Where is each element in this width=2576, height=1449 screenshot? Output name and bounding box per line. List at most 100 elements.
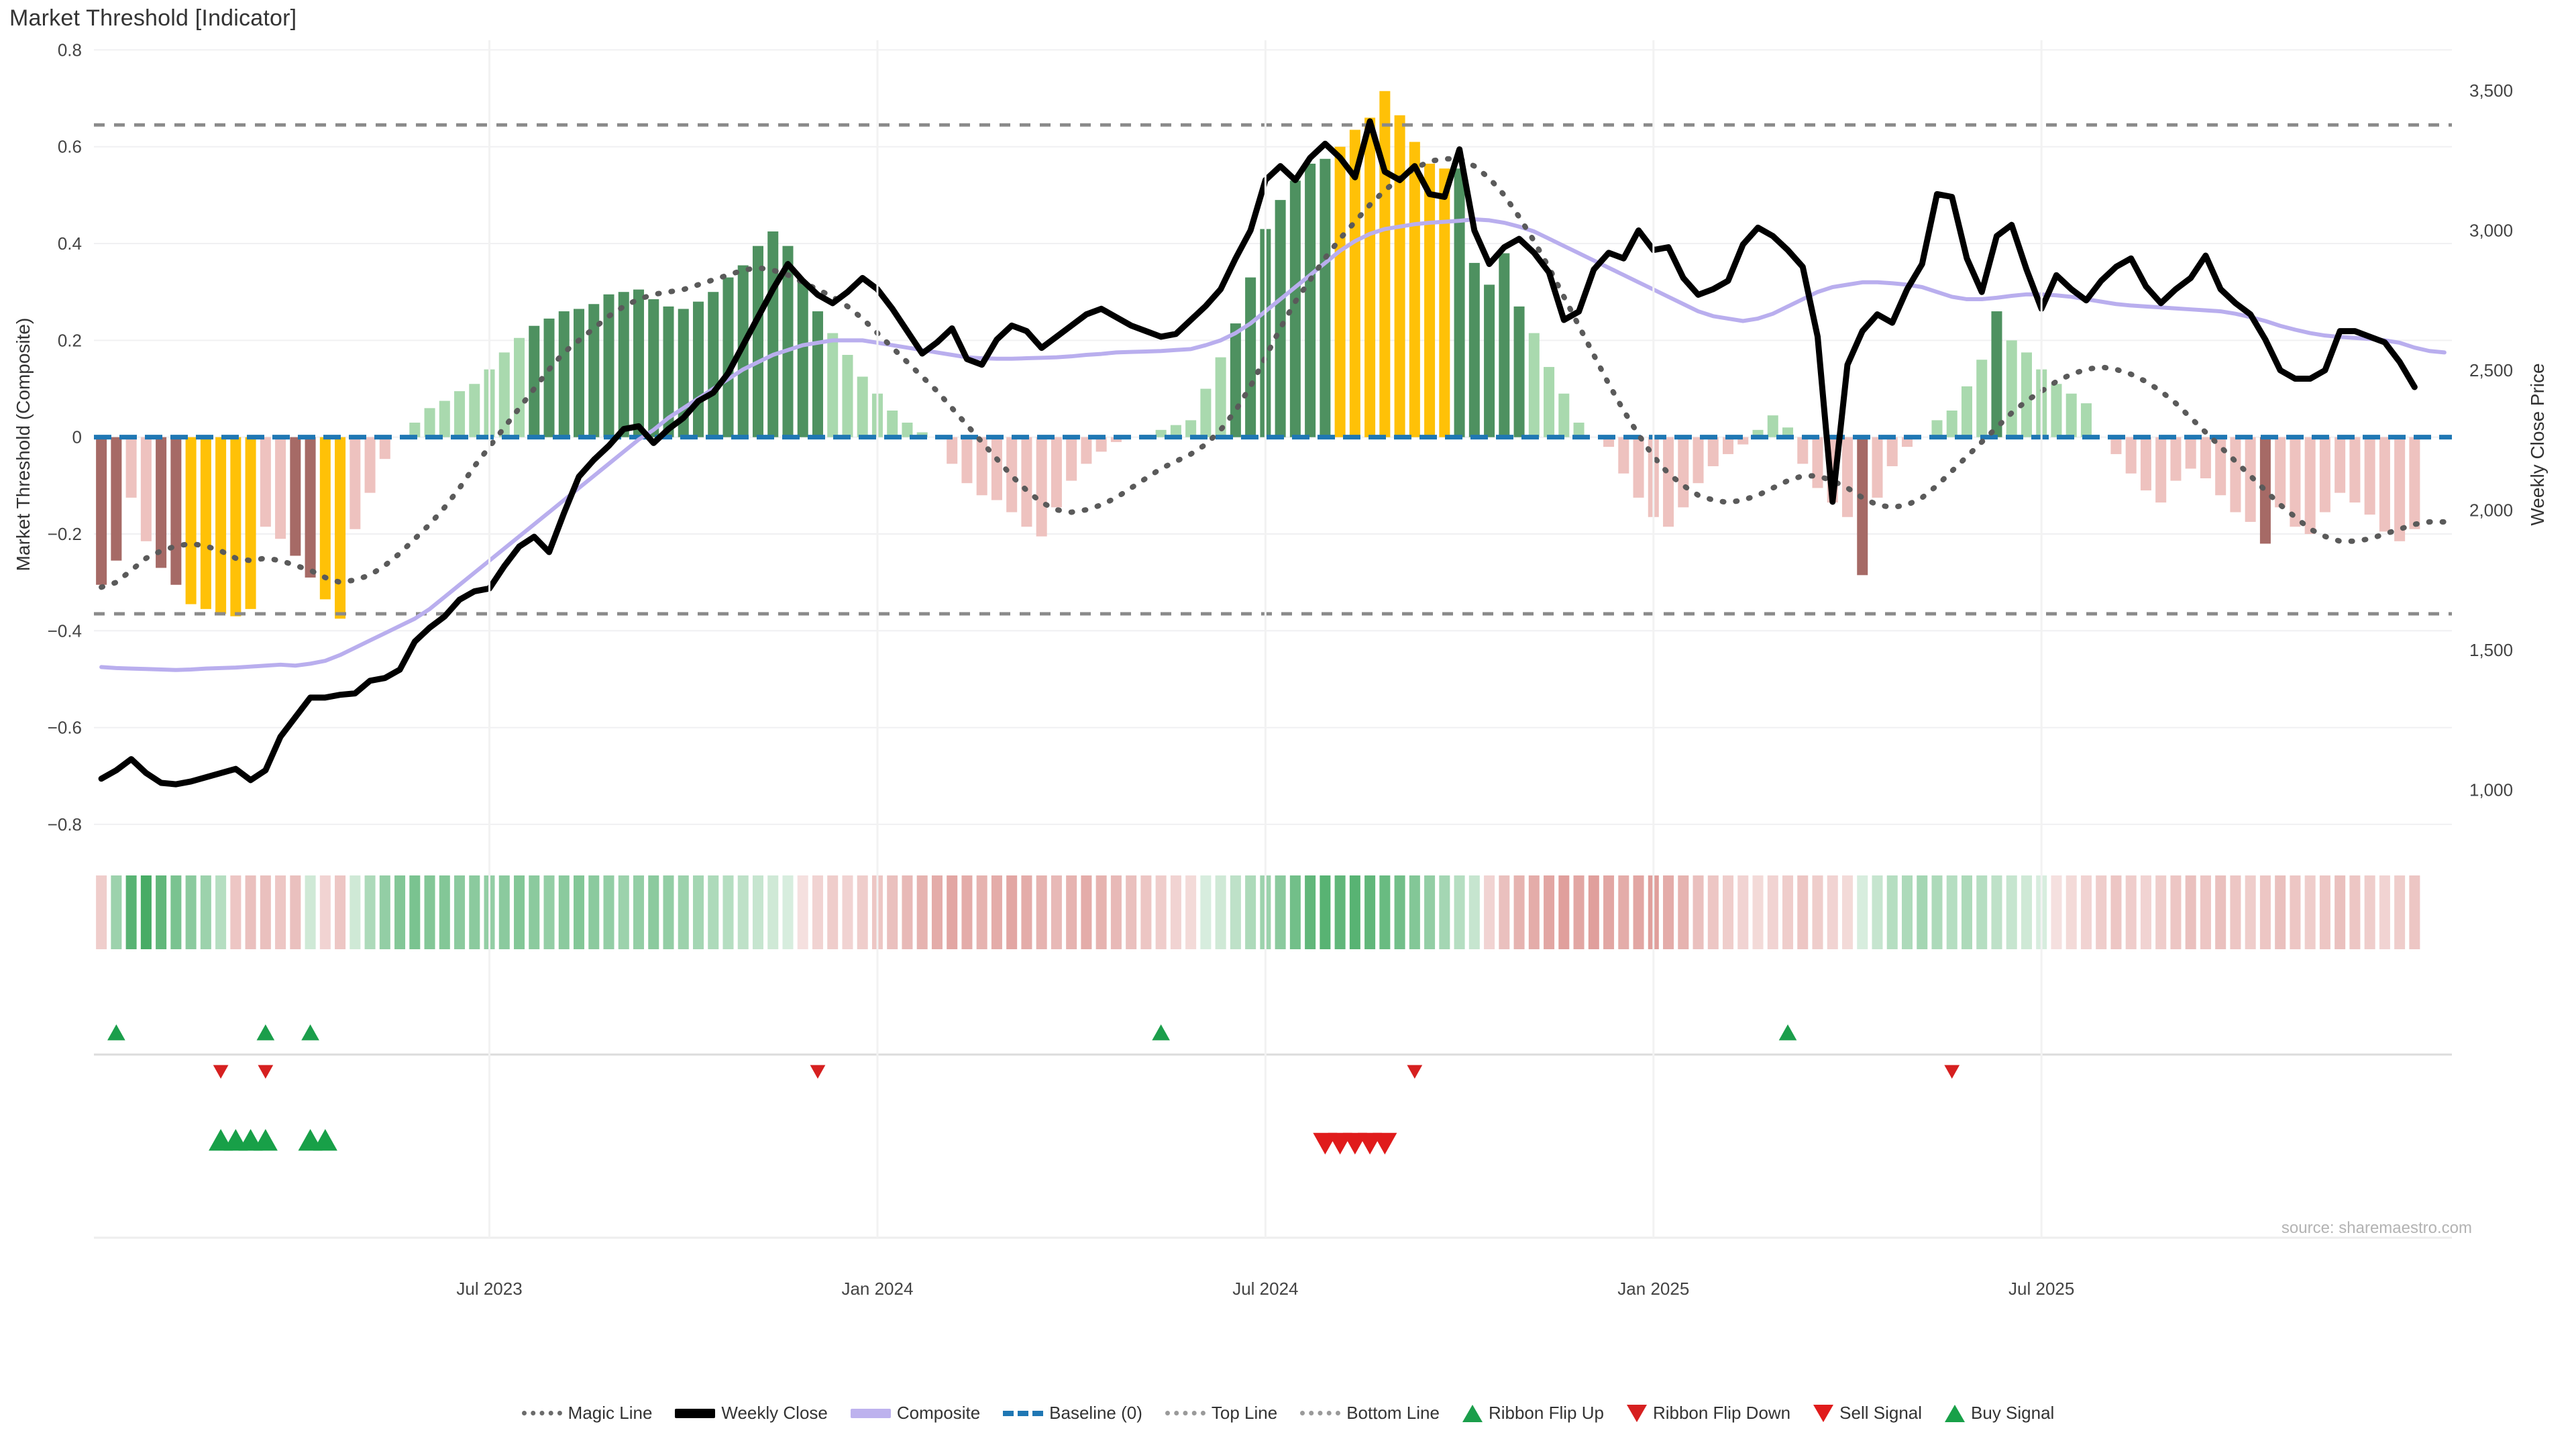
heatmap-cell (1931, 875, 1943, 949)
composite-bar (2304, 437, 2316, 534)
composite-bar (2080, 403, 2092, 437)
heatmap-cell (1723, 875, 1734, 949)
heatmap-cell (2110, 875, 2122, 949)
heatmap-cell (1095, 875, 1107, 949)
composite-bar (1394, 115, 1405, 437)
composite-bar (230, 437, 241, 616)
composite-bar (857, 376, 868, 437)
composite-bar (558, 311, 570, 437)
composite-bar (1946, 410, 1957, 437)
composite-bar (1931, 420, 1943, 437)
composite-bar (797, 282, 808, 437)
composite-bar (1320, 158, 1331, 437)
composite-bar (2334, 437, 2346, 493)
legend-item-sell-signal[interactable]: Sell Signal (1813, 1403, 1922, 1424)
y-axis-tick-label: −0.8 (48, 814, 82, 835)
heatmap-cell (1528, 875, 1540, 949)
composite-bar (588, 304, 600, 437)
composite-bar (1155, 429, 1167, 437)
ribbon-flip-up-marker[interactable] (301, 1024, 319, 1040)
heatmap-cell (1245, 875, 1256, 949)
heatmap-cell (1663, 875, 1674, 949)
heatmap-cell (961, 875, 973, 949)
ribbon-flip-down-marker[interactable] (810, 1065, 826, 1079)
heatmap-cell (1901, 875, 1913, 949)
legend-item-weekly-close[interactable]: Weekly Close (675, 1403, 828, 1424)
heatmap-cell (737, 875, 749, 949)
heatmap-cell (603, 875, 614, 949)
x-axis-tick-label: Jul 2023 (456, 1279, 522, 1299)
heatmap-cell (215, 875, 227, 949)
composite-bar (976, 437, 987, 496)
heatmap-cell (469, 875, 480, 949)
composite-bar (260, 437, 271, 527)
legend-item-composite[interactable]: Composite (850, 1403, 980, 1424)
composite-bar (514, 337, 525, 437)
heatmap-cell (1021, 875, 1032, 949)
legend-label: Baseline (0) (1049, 1403, 1142, 1423)
heatmap-cell (1364, 875, 1376, 949)
heatmap-cell (2230, 875, 2241, 949)
heatmap-cell (2051, 875, 2062, 949)
composite-bar (1170, 425, 1181, 437)
composite-bar (1349, 129, 1360, 437)
composite-bar (1230, 323, 1241, 437)
heatmap-cell (782, 875, 794, 949)
heatmap-cell (305, 875, 316, 949)
legend-item-buy-signal[interactable]: Buy Signal (1945, 1403, 2054, 1424)
heatmap-cell (2170, 875, 2182, 949)
heatmap-cell (663, 875, 674, 949)
composite-bar (1767, 415, 1778, 437)
composite-bar (752, 246, 763, 437)
sell-signal-marker[interactable] (1373, 1132, 1397, 1155)
ribbon-flip-down-marker[interactable] (258, 1065, 274, 1079)
heatmap-cell (692, 875, 704, 949)
ribbon-flip-up-marker[interactable] (1152, 1024, 1170, 1040)
composite-bar (1468, 262, 1480, 437)
composite-bar (1544, 367, 1555, 437)
legend-item-bottom-line[interactable]: Bottom Line (1300, 1403, 1440, 1424)
legend-item-magic-line[interactable]: Magic Line (521, 1403, 652, 1424)
composite-bar (1081, 437, 1092, 464)
composite-bar (1528, 333, 1540, 437)
heatmap-cell (1558, 875, 1570, 949)
x-axis-tick-label: Jan 2024 (841, 1279, 913, 1299)
ribbon-flip-up-marker[interactable] (1778, 1024, 1797, 1040)
composite-bar (1439, 168, 1450, 437)
buy-signal-marker[interactable] (313, 1129, 337, 1151)
composite-bar (350, 437, 361, 529)
composite-bar (2230, 437, 2241, 513)
heatmap-cell (752, 875, 763, 949)
composite-bar (1901, 437, 1913, 447)
heatmap-cell (1036, 875, 1047, 949)
legend-item-ribbon-flip-down[interactable]: Ribbon Flip Down (1626, 1403, 1790, 1424)
composite-bar (454, 391, 466, 437)
legend-item-ribbon-flip-up[interactable]: Ribbon Flip Up (1462, 1403, 1604, 1424)
composite-bar (1424, 163, 1436, 437)
y2-axis-tick-label: 2,500 (2469, 360, 2513, 380)
composite-bar (1976, 360, 1988, 437)
ribbon-flip-up-marker[interactable] (107, 1024, 125, 1040)
heatmap-cell (2140, 875, 2151, 949)
ribbon-flip-down-marker[interactable] (213, 1065, 229, 1079)
composite-bar (1663, 437, 1674, 527)
legend-item-baseline-0[interactable]: Baseline (0) (1003, 1403, 1142, 1424)
composite-bar (2170, 437, 2182, 481)
heatmap-cell (1872, 875, 1883, 949)
heatmap-cell (2304, 875, 2316, 949)
composite-bar (2394, 437, 2406, 541)
ribbon-flip-up-marker[interactable] (256, 1024, 275, 1040)
heatmap-cell (1081, 875, 1092, 949)
ribbon-flip-down-marker[interactable] (1407, 1065, 1423, 1079)
heatmap-cell (1349, 875, 1360, 949)
heatmap-cell (1961, 875, 1972, 949)
composite-bar (1275, 200, 1286, 437)
legend-item-top-line[interactable]: Top Line (1165, 1403, 1277, 1424)
y2-axis-tick-label: 3,000 (2469, 221, 2513, 241)
heatmap-cell (618, 875, 629, 949)
ribbon-flip-down-marker[interactable] (1944, 1065, 1960, 1079)
composite-bar (1513, 306, 1525, 437)
x-axis-tick-label: Jan 2025 (1617, 1279, 1689, 1299)
composite-bar (902, 423, 913, 437)
buy-signal-marker[interactable] (253, 1129, 278, 1151)
